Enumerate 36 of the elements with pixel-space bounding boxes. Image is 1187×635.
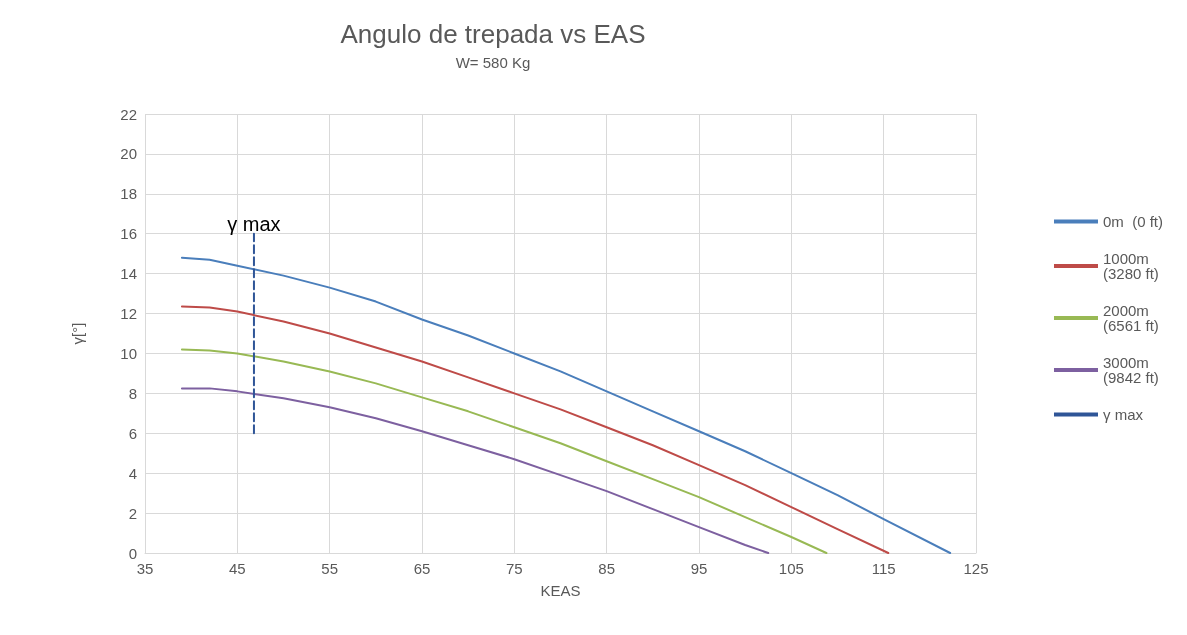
line-series — [180, 348, 828, 554]
legend-label: γ max — [1102, 406, 1144, 423]
chart-title: Angulo de trepada vs EAS — [340, 19, 646, 49]
y-tick-label: 14 — [120, 265, 137, 283]
x-tick-label: 85 — [598, 560, 616, 577]
line-series — [180, 387, 770, 554]
x-tick-label: 45 — [228, 560, 246, 577]
y-tick-label: 10 — [120, 344, 137, 362]
y-tick-label: 4 — [128, 464, 137, 482]
legend-label: 3000m (9842 ft) — [1102, 354, 1159, 386]
x-tick-label: 55 — [321, 560, 339, 577]
x-tick-label: 35 — [136, 560, 154, 577]
y-tick-label: 16 — [120, 225, 137, 243]
y-tick-label: 0 — [128, 544, 137, 562]
legend-label: 1000m (3280 ft) — [1102, 250, 1159, 282]
y-tick-label: 8 — [128, 384, 137, 402]
x-tick-label: 65 — [413, 560, 431, 577]
y-tick-label: 18 — [120, 185, 137, 203]
y-tick-label: 20 — [120, 145, 137, 163]
x-tick-label: 95 — [690, 560, 708, 577]
y-tick-label: 12 — [120, 305, 137, 323]
line-series — [180, 256, 952, 554]
annotation: γ max — [227, 212, 281, 235]
legend-label: 0m (0 ft) — [1102, 213, 1164, 230]
x-tick-label: 75 — [505, 560, 523, 577]
x-tick-label: 115 — [871, 560, 896, 577]
x-tick-label: 105 — [778, 560, 804, 577]
y-axis-title: γ[°] — [69, 322, 86, 345]
line-series — [180, 305, 890, 554]
x-tick-label: 125 — [963, 560, 989, 577]
x-axis-title: KEAS — [540, 582, 581, 599]
y-tick-label: 22 — [120, 105, 137, 123]
chart-subtitle: W= 580 Kg — [455, 54, 531, 71]
y-tick-label: 6 — [128, 424, 137, 442]
legend-label: 2000m (6561 ft) — [1102, 302, 1159, 334]
y-tick-label: 2 — [128, 504, 137, 522]
